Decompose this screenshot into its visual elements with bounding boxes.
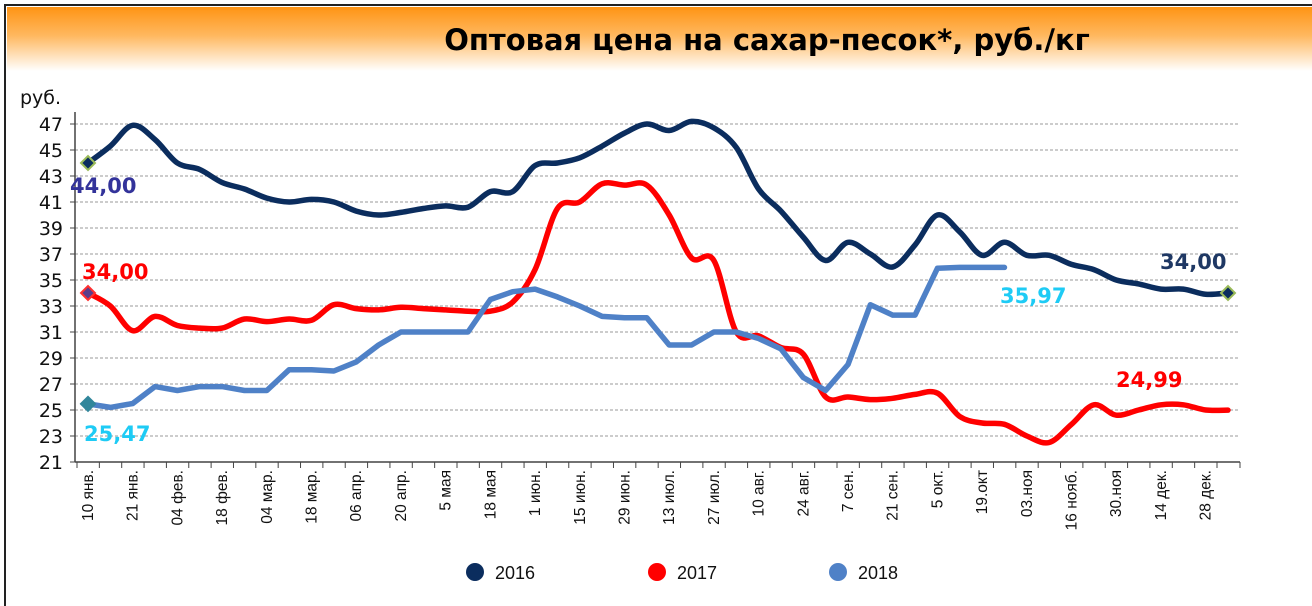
chart-title: Оптовая цена на сахар-песок*, руб./кг [444, 23, 1090, 57]
data-label-2016: 44,00 [70, 174, 136, 198]
y-tick-label: 25 [39, 400, 63, 422]
x-tick-label: 18 мая [482, 470, 499, 519]
legend-marker-2017 [648, 563, 666, 581]
series-line-2017 [85, 180, 1231, 446]
legend-label-2016: 2016 [495, 563, 535, 583]
x-tick-label: 10 авг. [751, 470, 768, 516]
data-label-2017: 34,00 [82, 260, 148, 284]
x-tick-label: 1 июн. [527, 470, 544, 516]
x-tick-label: 16 нояб. [1064, 470, 1081, 530]
data-label-2017: 24,99 [1116, 368, 1182, 392]
series-line-2018 [85, 264, 1008, 411]
marker-2017-start [79, 284, 97, 302]
x-tick-label: 15 июн. [572, 470, 589, 525]
x-tick-label: 7 сен. [840, 470, 857, 512]
y-tick-label: 39 [39, 218, 63, 240]
legend-label-2017: 2017 [677, 563, 717, 583]
x-tick-label: 29 июн. [616, 470, 633, 525]
x-tick-label: 21 янв. [125, 470, 142, 521]
x-tick-label: 19.окт [974, 470, 991, 514]
x-tick-label: 5 мая [438, 470, 455, 511]
y-tick-label: 21 [39, 452, 63, 474]
y-tick-label: 47 [39, 114, 63, 136]
y-tick-label: 33 [39, 296, 63, 318]
data-label-2018: 35,97 [1000, 284, 1066, 308]
x-tick-label: 03.ноя [1019, 470, 1036, 517]
title-banner: Оптовая цена на сахар-песок*, руб./кг [7, 7, 1312, 71]
y-tick-label: 41 [39, 192, 63, 214]
marker-2018-start [79, 395, 97, 413]
y-tick-label: 37 [39, 244, 63, 266]
y-tick-label: 29 [39, 348, 63, 370]
chart-frame [4, 4, 1312, 606]
x-tick-label: 06 апр. [348, 470, 365, 522]
y-tick-label: 31 [39, 322, 63, 344]
x-tick-label: 10 янв. [80, 470, 97, 521]
y-axis-label: руб. [20, 87, 61, 109]
marker-2016-end [1219, 284, 1237, 302]
y-tick-label: 23 [39, 426, 63, 448]
x-tick-label: 28 дек. [1198, 470, 1215, 520]
legend-label-2018: 2018 [858, 563, 898, 583]
x-tick-label: 18 фев. [214, 470, 231, 525]
x-tick-label: 20 апр. [393, 470, 410, 522]
y-tick-label: 35 [39, 270, 63, 292]
x-tick-label: 04 мар. [259, 470, 276, 524]
series-line-2016 [85, 118, 1231, 298]
x-tick-label: 5 окт. [929, 470, 946, 508]
x-tick-label: 27 июл. [706, 470, 723, 525]
y-tick-label: 27 [39, 374, 63, 396]
x-tick-label: 21 сен. [885, 470, 902, 521]
marker-2016-start [79, 154, 97, 172]
legend-marker-2018 [829, 563, 847, 581]
data-label-2016: 34,00 [1160, 250, 1226, 274]
legend-marker-2016 [466, 563, 484, 581]
x-tick-label: 18 мар. [304, 470, 321, 524]
x-tick-label: 24 авг. [795, 470, 812, 516]
x-tick-label: 14 дек. [1153, 470, 1170, 520]
x-tick-label: 30.ноя [1108, 470, 1125, 517]
y-tick-label: 45 [39, 140, 63, 162]
data-label-2018: 25,47 [84, 422, 150, 446]
x-tick-label: 04 фев. [169, 470, 186, 525]
y-tick-label: 43 [39, 166, 63, 188]
x-tick-label: 13 июл. [661, 470, 678, 525]
